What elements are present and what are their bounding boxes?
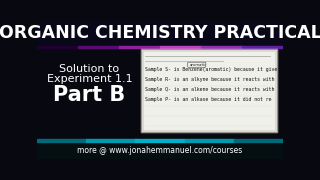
Text: ORGANIC CHEMISTRY PRACTICAL: ORGANIC CHEMISTRY PRACTICAL <box>0 24 320 42</box>
Bar <box>135 139 185 142</box>
Bar <box>86 139 136 142</box>
Bar <box>185 139 234 142</box>
Text: Part B: Part B <box>53 85 126 105</box>
Text: Sample P- is an alkase because it did not re: Sample P- is an alkase because it did no… <box>145 97 272 102</box>
Bar <box>160 46 202 48</box>
Bar <box>141 49 277 132</box>
Text: Sample S- is Benzene(aromatic) because it give: Sample S- is Benzene(aromatic) because i… <box>145 67 278 72</box>
Text: Experiment 1.1: Experiment 1.1 <box>47 73 132 84</box>
Bar <box>37 139 87 142</box>
Bar <box>119 46 161 48</box>
Bar <box>242 46 284 48</box>
Bar <box>78 46 120 48</box>
Bar <box>234 139 284 142</box>
Text: Sample R- is an alkyne because it reacts with: Sample R- is an alkyne because it reacts… <box>145 77 275 82</box>
Bar <box>144 52 274 129</box>
Bar <box>141 49 277 132</box>
Text: Solution to: Solution to <box>60 64 120 74</box>
Text: Sample Q- is an alkene because it reacts with: Sample Q- is an alkene because it reacts… <box>145 87 275 92</box>
Text: more @ www.jonahemmanuel.com/courses: more @ www.jonahemmanuel.com/courses <box>77 146 243 155</box>
Text: aromatic: aromatic <box>190 63 207 67</box>
Bar <box>201 46 243 48</box>
Bar <box>37 142 283 159</box>
Bar <box>37 46 79 48</box>
Bar <box>37 21 283 46</box>
